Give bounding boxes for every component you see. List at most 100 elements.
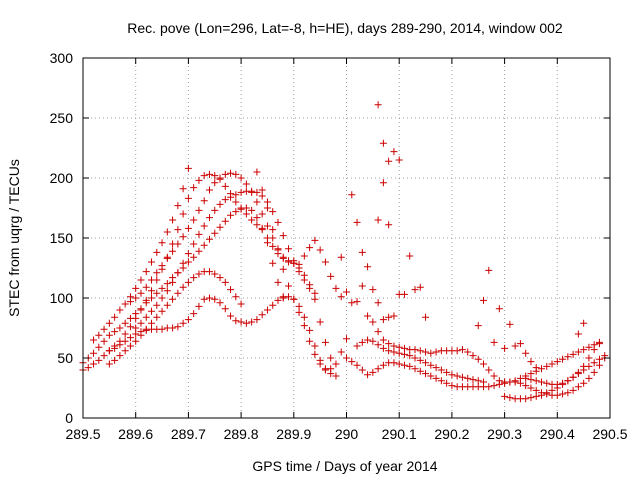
y-tick-label: 200	[50, 170, 74, 186]
data-point-plus-marker	[501, 392, 509, 400]
data-point-plus-marker	[295, 260, 303, 268]
data-point-plus-marker	[574, 383, 582, 391]
data-point-plus-marker	[337, 253, 345, 261]
data-point-plus-marker	[184, 194, 192, 202]
data-point-plus-marker	[527, 384, 535, 392]
data-point-plus-marker	[179, 185, 187, 193]
data-point-plus-marker	[564, 353, 572, 361]
data-point-plus-marker	[527, 370, 535, 378]
data-point-plus-marker	[395, 360, 403, 368]
data-point-plus-marker	[379, 139, 387, 147]
data-point-plus-marker	[474, 355, 482, 363]
data-point-plus-marker	[237, 204, 245, 212]
data-point-plus-marker	[148, 294, 156, 302]
data-point-plus-marker	[327, 365, 335, 373]
data-point-plus-marker	[395, 349, 403, 357]
data-point-plus-marker	[253, 168, 261, 176]
data-point-plus-marker	[121, 300, 129, 308]
data-point-plus-marker	[453, 372, 461, 380]
data-point-plus-marker	[184, 224, 192, 232]
data-point-plus-marker	[95, 331, 103, 339]
data-point-plus-marker	[458, 346, 466, 354]
data-point-plus-marker	[343, 335, 350, 343]
data-point-plus-marker	[453, 347, 461, 355]
data-point-plus-marker	[132, 314, 140, 322]
data-point-plus-marker	[306, 337, 314, 345]
data-point-plus-marker	[237, 300, 245, 308]
data-point-plus-marker	[580, 362, 588, 370]
y-tick-label: 50	[57, 350, 73, 366]
data-point-plus-marker	[248, 318, 256, 326]
data-point-plus-marker	[174, 240, 182, 248]
x-tick-label: 290	[335, 426, 359, 442]
x-tick-label: 290.2	[434, 426, 469, 442]
data-point-plus-marker	[332, 360, 340, 368]
data-point-plus-marker	[195, 270, 203, 278]
data-point-plus-marker	[269, 226, 277, 234]
data-point-plus-marker	[90, 349, 98, 357]
data-point-plus-marker	[200, 241, 208, 249]
x-tick-label: 290.3	[487, 426, 522, 442]
data-point-plus-marker	[374, 365, 382, 373]
data-point-plus-marker	[132, 284, 140, 292]
data-point-plus-marker	[422, 370, 430, 378]
data-point-plus-marker	[522, 374, 530, 382]
data-point-plus-marker	[569, 373, 577, 381]
data-point-plus-marker	[369, 318, 377, 326]
data-point-plus-marker	[548, 386, 556, 394]
data-point-plus-marker	[595, 361, 603, 369]
data-point-plus-marker	[105, 347, 113, 355]
data-point-plus-marker	[163, 254, 171, 262]
data-point-plus-marker	[174, 289, 182, 297]
data-point-plus-marker	[364, 336, 372, 344]
data-point-plus-marker	[142, 268, 150, 276]
data-point-plus-marker	[448, 382, 456, 390]
data-point-plus-marker	[385, 347, 393, 355]
data-point-plus-marker	[137, 319, 145, 327]
data-point-plus-marker	[311, 295, 319, 303]
data-point-plus-marker	[559, 379, 567, 387]
data-point-plus-marker	[290, 295, 298, 303]
data-point-plus-marker	[242, 180, 250, 188]
data-point-plus-marker	[374, 328, 382, 336]
data-point-plus-marker	[184, 164, 192, 172]
data-point-plus-marker	[200, 172, 208, 180]
data-point-plus-marker	[269, 301, 277, 309]
data-point-plus-marker	[553, 358, 561, 366]
data-point-plus-marker	[379, 336, 387, 344]
data-point-plus-marker	[580, 319, 588, 327]
data-point-plus-marker	[416, 283, 424, 291]
data-point-plus-marker	[300, 322, 308, 330]
data-point-plus-marker	[527, 376, 535, 384]
data-point-plus-marker	[411, 286, 419, 294]
data-point-plus-marker	[248, 216, 256, 224]
data-point-plus-marker	[474, 377, 482, 385]
data-point-plus-marker	[142, 313, 150, 321]
data-point-plus-marker	[148, 287, 156, 295]
data-point-plus-marker	[358, 282, 366, 290]
data-point-plus-marker	[111, 313, 119, 321]
data-point-plus-marker	[248, 188, 256, 196]
data-point-plus-marker	[211, 179, 219, 187]
data-point-plus-marker	[205, 186, 213, 194]
data-point-plus-marker	[263, 198, 271, 206]
data-point-plus-marker	[263, 306, 271, 314]
data-point-plus-marker	[490, 338, 498, 346]
data-point-plus-marker	[158, 294, 166, 302]
x-tick-label: 289.6	[118, 426, 153, 442]
data-point-plus-marker	[269, 242, 277, 250]
data-point-plus-marker	[184, 258, 192, 266]
data-point-plus-marker	[585, 374, 593, 382]
data-point-plus-marker	[121, 347, 129, 355]
data-point-plus-marker	[327, 354, 335, 362]
data-point-plus-marker	[364, 263, 372, 271]
data-point-plus-marker	[427, 361, 435, 369]
data-point-plus-marker	[169, 278, 177, 286]
y-tick-label: 100	[50, 290, 74, 306]
data-point-plus-marker	[163, 301, 171, 309]
data-point-plus-marker	[248, 206, 256, 214]
data-point-plus-marker	[390, 348, 398, 356]
data-point-plus-marker	[485, 366, 493, 374]
data-point-plus-marker	[279, 294, 287, 302]
data-point-plus-marker	[548, 360, 556, 368]
